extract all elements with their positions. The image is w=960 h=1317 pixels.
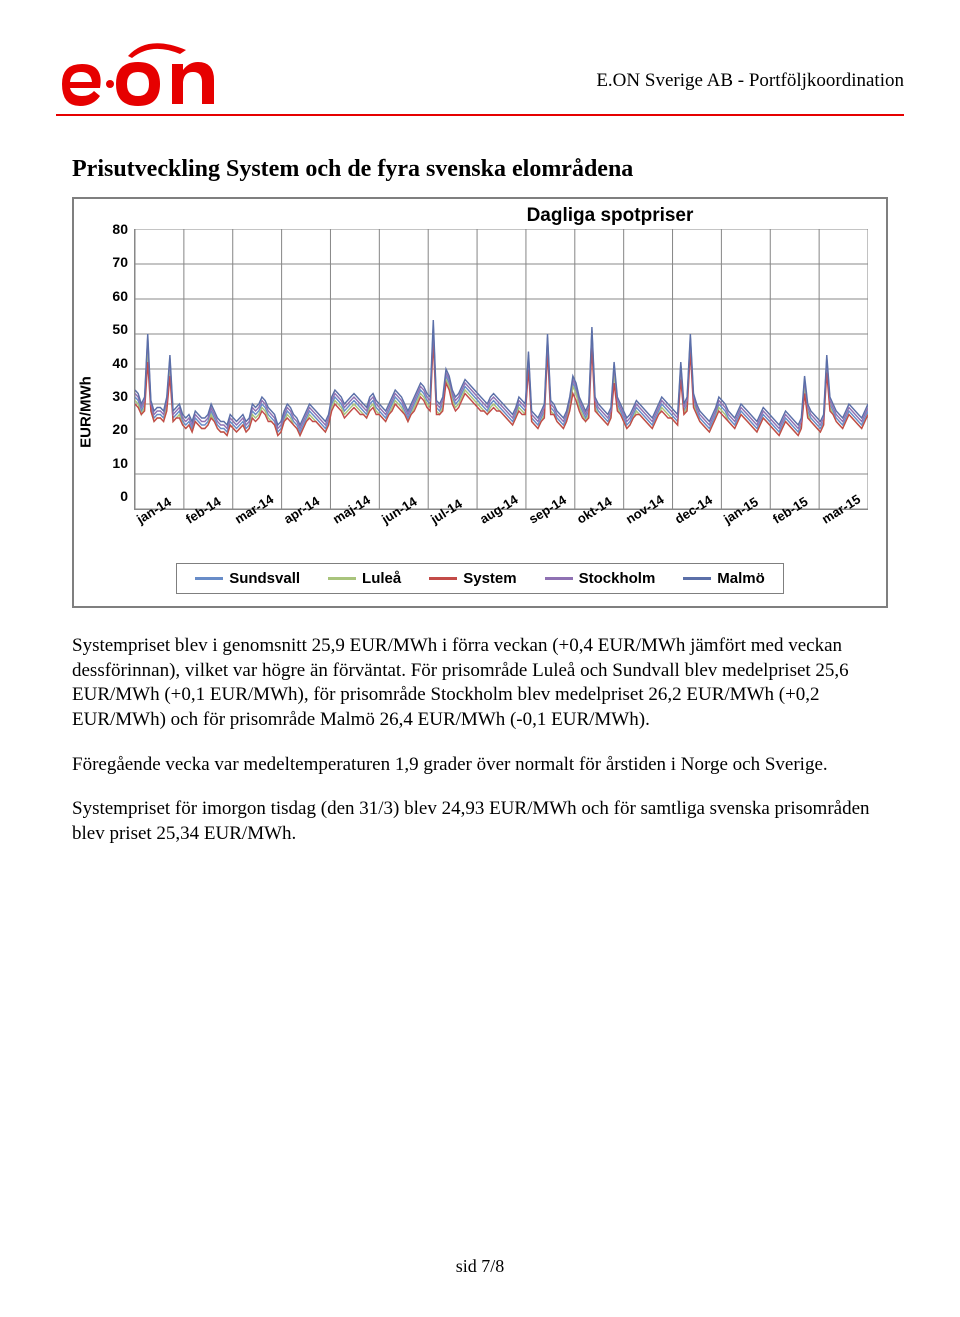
legend-label: Malmö [717, 570, 765, 587]
page: E.ON Sverige AB - Portföljkoordination P… [0, 0, 960, 1317]
chart-area: EUR/MWh 80706050403020100 jan-14feb-14ma… [92, 229, 868, 594]
paragraph-2: Föregående vecka var medeltemperaturen 1… [72, 753, 888, 778]
chart-legend: Sundsvall Luleå System Stockholm Malmö [176, 563, 784, 594]
y-tick: 60 [92, 289, 128, 303]
y-axis-label: EUR/MWh [78, 376, 95, 448]
y-tick: 40 [92, 356, 128, 370]
legend-label: Sundsvall [229, 570, 300, 587]
header-rule [56, 114, 904, 116]
y-tick: 30 [92, 389, 128, 403]
series-line [135, 331, 868, 433]
y-tick: 80 [92, 222, 128, 236]
legend-swatch [195, 577, 223, 580]
y-tick: 10 [92, 456, 128, 470]
legend-swatch [429, 577, 457, 580]
header: E.ON Sverige AB - Portföljkoordination [56, 36, 904, 108]
body-text: Systempriset blev i genomsnitt 25,9 EUR/… [72, 634, 888, 847]
legend-label: Luleå [362, 570, 401, 587]
y-tick: 0 [92, 489, 128, 503]
eon-logo-icon [56, 36, 246, 108]
x-axis-ticks: jan-14feb-14mar-14apr-14maj-14jun-14jul-… [134, 514, 868, 529]
legend-item: System [429, 570, 516, 587]
legend-item: Stockholm [545, 570, 656, 587]
legend-swatch [545, 577, 573, 580]
chart-title: Dagliga spotpriser [352, 205, 868, 227]
legend-label: Stockholm [579, 570, 656, 587]
y-axis-ticks: 80706050403020100 [92, 229, 134, 510]
legend-item: Malmö [683, 570, 765, 587]
y-tick: 50 [92, 322, 128, 336]
legend-item: Sundsvall [195, 570, 300, 587]
chart-container: Dagliga spotpriser EUR/MWh 80 70 60 50 40 30 2… [72, 197, 888, 608]
legend-swatch [683, 577, 711, 580]
legend-swatch [328, 577, 356, 580]
y-tick: 20 [92, 422, 128, 436]
paragraph-3: Systempriset för imorgon tisdag (den 31/… [72, 797, 888, 846]
legend-item: Luleå [328, 570, 401, 587]
paragraph-1: Systempriset blev i genomsnitt 25,9 EUR/… [72, 634, 888, 733]
logo [56, 36, 246, 108]
header-company-text: E.ON Sverige AB - Portföljkoordination [596, 70, 904, 92]
y-tick: 70 [92, 255, 128, 269]
section-title: Prisutveckling System och de fyra svensk… [72, 156, 904, 183]
chart-svg [135, 229, 868, 509]
legend-label: System [463, 570, 516, 587]
page-footer: sid 7/8 [0, 1256, 960, 1277]
plot-area [134, 229, 868, 510]
